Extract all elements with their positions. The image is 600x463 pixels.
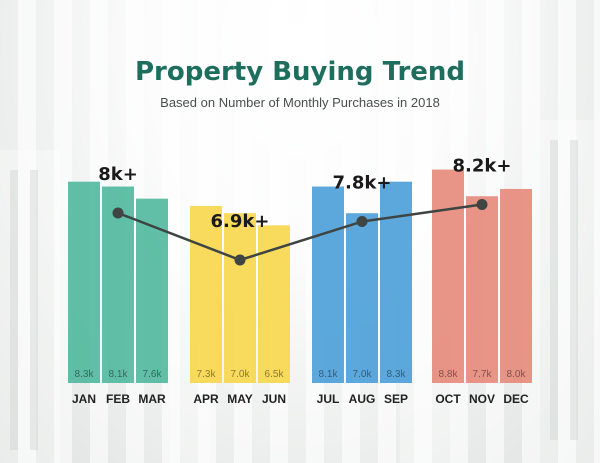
- trend-label-2: 7.8k+: [333, 173, 392, 194]
- month-label-feb: FEB: [106, 392, 130, 406]
- value-label-mar: 7.6k: [143, 369, 163, 380]
- bar-jul: [312, 186, 344, 383]
- month-label-dec: DEC: [503, 392, 529, 406]
- trend-point-2: [356, 216, 368, 228]
- value-label-oct: 8.8k: [439, 369, 459, 380]
- value-label-nov: 7.7k: [473, 369, 493, 380]
- month-label-sep: SEP: [384, 392, 408, 406]
- bars-group: 8.3k JAN 8.1k FEB 7.6k MAR 7.3k APR 7.0k MAY 6.5k J…: [68, 169, 532, 406]
- trend-label-0: 8k+: [98, 164, 138, 185]
- chart-title: Property Buying Trend: [135, 57, 465, 87]
- trend-label-3: 8.2k+: [453, 155, 512, 176]
- month-label-aug: AUG: [349, 392, 376, 406]
- month-label-jun: JUN: [262, 392, 286, 406]
- value-label-jun: 6.5k: [265, 369, 285, 380]
- month-label-apr: APR: [193, 392, 219, 406]
- bar-sep: [380, 181, 412, 383]
- month-label-jan: JAN: [72, 392, 96, 406]
- bar-may: [224, 213, 256, 383]
- trend-line: [117, 203, 483, 262]
- month-label-jul: JUL: [317, 392, 340, 406]
- bar-dec: [500, 188, 532, 383]
- bar-apr: [190, 205, 222, 383]
- chart-subtitle: Based on Number of Monthly Purchases in …: [160, 95, 440, 110]
- value-label-dec: 8.0k: [507, 369, 527, 380]
- month-label-oct: OCT: [435, 392, 461, 406]
- value-label-aug: 7.0k: [353, 369, 373, 380]
- value-label-jan: 8.3k: [75, 369, 95, 380]
- bar-nov: [466, 196, 498, 383]
- bar-oct: [432, 169, 464, 383]
- bar-feb: [102, 186, 134, 383]
- value-label-apr: 7.3k: [197, 369, 217, 380]
- trend-label-1: 6.9k+: [211, 211, 270, 232]
- trend-line-group: 8k+ 6.9k+ 7.8k+ 8.2k+: [98, 155, 512, 266]
- bar-jan: [68, 181, 100, 383]
- value-label-sep: 8.3k: [387, 369, 407, 380]
- value-label-may: 7.0k: [231, 369, 251, 380]
- bar-aug: [346, 213, 378, 383]
- month-label-may: MAY: [227, 392, 253, 406]
- month-label-nov: NOV: [469, 392, 495, 406]
- trend-point-0: [112, 207, 124, 219]
- trend-point-1: [234, 254, 246, 266]
- value-label-feb: 8.1k: [109, 369, 129, 380]
- trend-point-3: [476, 198, 488, 210]
- value-label-jul: 8.1k: [319, 369, 339, 380]
- month-label-mar: MAR: [138, 392, 166, 406]
